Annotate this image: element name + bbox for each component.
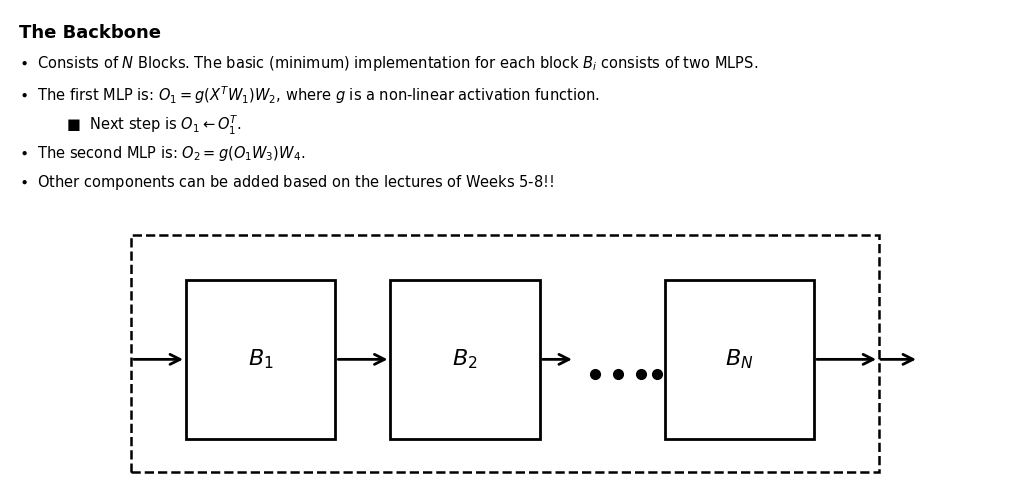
Bar: [186, 280, 335, 439]
Text: $\blacksquare$  Next step is $O_1 \leftarrow O_1^T$.: $\blacksquare$ Next step is $O_1 \leftar…: [67, 114, 242, 137]
Text: $\bullet$  The first MLP is: $O_1 = g(X^TW_1)W_2$, where $g$ is a non-linear act: $\bullet$ The first MLP is: $O_1 = g(X^T…: [19, 84, 600, 105]
Text: $B_N$: $B_N$: [725, 347, 754, 371]
Text: $B_1$: $B_1$: [248, 347, 273, 371]
Bar: [665, 280, 814, 439]
Text: $\bullet$  Other components can be added based on the lectures of Weeks 5-8!!: $\bullet$ Other components can be added …: [19, 173, 554, 193]
Text: $B_2$: $B_2$: [452, 347, 478, 371]
Text: The Backbone: The Backbone: [19, 24, 161, 42]
Bar: [390, 280, 540, 439]
Text: $\bullet$  Consists of $N$ Blocks. The basic (minimum) implementation for each b: $\bullet$ Consists of $N$ Blocks. The ba…: [19, 54, 759, 73]
Text: $\bullet$  The second MLP is: $O_2 = g(O_1W_3)W_4$.: $\bullet$ The second MLP is: $O_2 = g(O_…: [19, 144, 306, 162]
Bar: [131, 235, 879, 472]
